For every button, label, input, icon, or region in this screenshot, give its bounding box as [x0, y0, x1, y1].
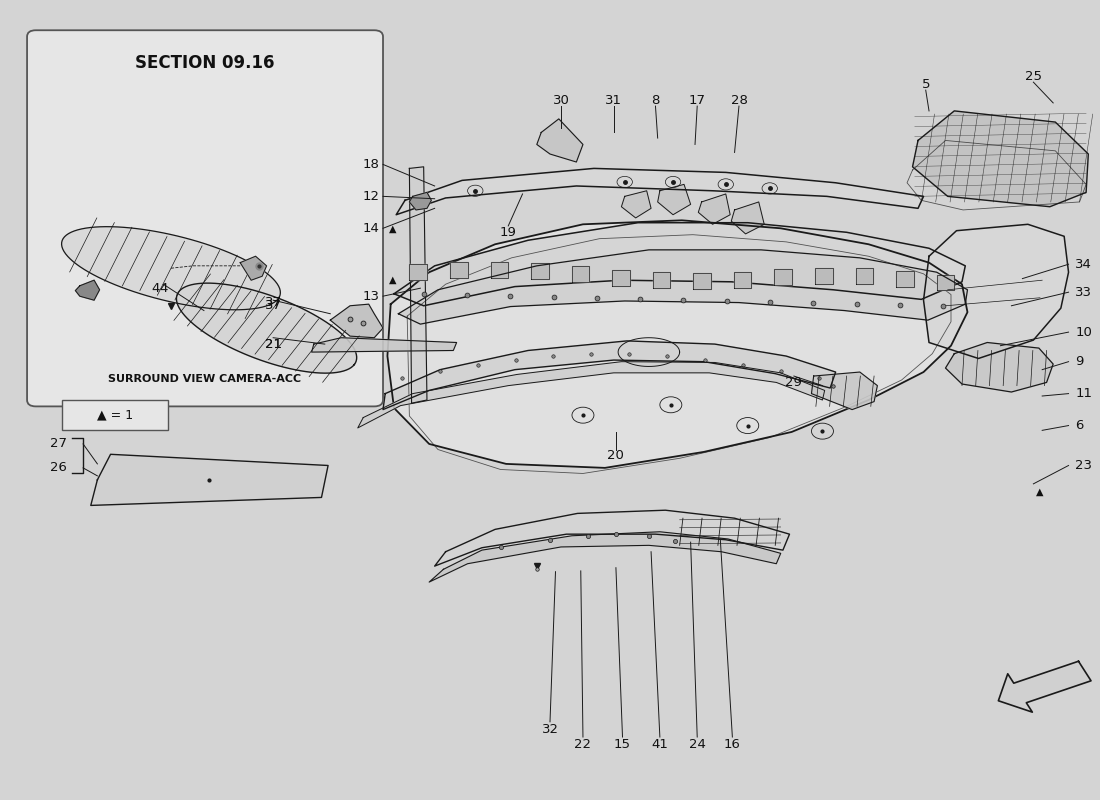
Bar	[450, 262, 468, 278]
Text: 6: 6	[1075, 419, 1084, 432]
Polygon shape	[537, 119, 583, 162]
Text: ▲ = 1: ▲ = 1	[97, 409, 133, 422]
Bar	[896, 271, 914, 287]
Polygon shape	[812, 372, 878, 410]
Bar	[937, 274, 955, 290]
Text: 4: 4	[152, 282, 160, 294]
Polygon shape	[240, 256, 266, 280]
Text: ▲: ▲	[1036, 487, 1044, 497]
Text: 22: 22	[574, 738, 592, 751]
Text: 14: 14	[363, 222, 379, 234]
Text: 29: 29	[785, 376, 802, 389]
Bar	[734, 271, 751, 287]
Text: 5: 5	[922, 78, 930, 91]
Text: 28: 28	[730, 94, 747, 107]
Text: 34: 34	[1075, 258, 1092, 270]
Polygon shape	[396, 169, 924, 214]
Bar	[613, 270, 630, 286]
Bar	[693, 273, 711, 289]
Polygon shape	[924, 224, 1068, 358]
Text: 4: 4	[160, 282, 167, 294]
Polygon shape	[409, 167, 427, 403]
Text: 11: 11	[1075, 387, 1092, 400]
Text: 27: 27	[50, 438, 67, 450]
Text: ▲: ▲	[389, 275, 397, 286]
Text: 20: 20	[607, 450, 625, 462]
Text: 30: 30	[552, 94, 570, 107]
Text: 18: 18	[363, 158, 379, 171]
Text: 9: 9	[1075, 355, 1084, 368]
Polygon shape	[658, 184, 691, 214]
Polygon shape	[698, 194, 730, 224]
Polygon shape	[913, 111, 1088, 206]
Polygon shape	[91, 454, 328, 506]
Polygon shape	[387, 220, 968, 468]
Text: ▲: ▲	[389, 223, 397, 234]
Text: SECTION 09.16: SECTION 09.16	[135, 54, 275, 72]
Text: 15: 15	[614, 738, 631, 751]
Text: 12: 12	[363, 190, 379, 203]
Polygon shape	[398, 250, 968, 324]
Text: 17: 17	[689, 94, 706, 107]
Polygon shape	[429, 532, 781, 582]
Text: 33: 33	[1075, 286, 1092, 298]
Bar	[774, 270, 792, 286]
Polygon shape	[62, 226, 280, 310]
Text: 21: 21	[265, 338, 282, 350]
Polygon shape	[999, 662, 1091, 712]
Text: 16: 16	[724, 738, 740, 751]
Text: 32: 32	[541, 722, 559, 735]
Polygon shape	[358, 362, 825, 428]
Bar	[491, 262, 508, 278]
Polygon shape	[383, 341, 836, 410]
Polygon shape	[621, 190, 651, 218]
Polygon shape	[434, 510, 790, 566]
Text: 37: 37	[265, 296, 282, 309]
Polygon shape	[311, 338, 456, 352]
Text: 26: 26	[50, 462, 67, 474]
Text: 21: 21	[265, 338, 282, 350]
Bar	[409, 264, 427, 280]
Text: 25: 25	[1025, 70, 1042, 83]
Text: 19: 19	[499, 226, 517, 238]
Text: 8: 8	[651, 94, 660, 107]
Text: 23: 23	[1075, 459, 1092, 472]
FancyBboxPatch shape	[63, 400, 167, 430]
Text: 41: 41	[651, 738, 669, 751]
Bar	[815, 268, 833, 284]
Bar	[531, 263, 549, 279]
Polygon shape	[946, 342, 1053, 392]
Polygon shape	[394, 222, 966, 306]
Polygon shape	[409, 192, 431, 210]
Polygon shape	[330, 304, 383, 338]
Text: 10: 10	[1075, 326, 1092, 338]
Polygon shape	[732, 202, 764, 234]
Bar	[572, 266, 590, 282]
Text: SURROUND VIEW CAMERA-ACC: SURROUND VIEW CAMERA-ACC	[109, 374, 301, 384]
Text: 37: 37	[265, 299, 282, 312]
Polygon shape	[176, 283, 356, 373]
FancyBboxPatch shape	[28, 30, 383, 406]
Text: 13: 13	[363, 290, 379, 302]
Bar	[652, 273, 670, 289]
Text: 24: 24	[689, 738, 706, 751]
Text: 31: 31	[605, 94, 623, 107]
Polygon shape	[76, 280, 100, 300]
Bar	[856, 269, 873, 285]
